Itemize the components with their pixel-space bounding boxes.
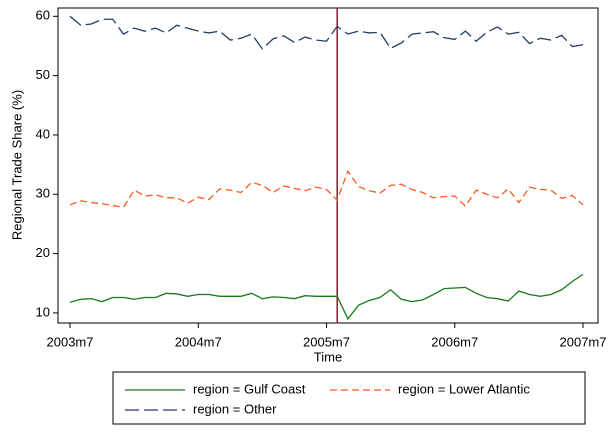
x-axis-title: Time (314, 349, 342, 364)
x-tick-label: 2007m7 (560, 334, 607, 349)
y-tick-label: 30 (36, 186, 50, 201)
y-tick-label: 20 (36, 245, 50, 260)
y-tick-label: 50 (36, 67, 50, 82)
y-tick-label: 10 (36, 304, 50, 319)
y-tick-label: 60 (36, 8, 50, 23)
legend-label: region = Gulf Coast (193, 381, 306, 396)
legend-label: region = Other (193, 401, 277, 416)
x-tick-label: 2006m7 (431, 334, 478, 349)
series-line (69, 273, 584, 321)
plot-frame (57, 7, 599, 324)
y-axis-title: Regional Trade Share (%) (9, 90, 24, 240)
x-tick-label: 2004m7 (175, 334, 222, 349)
series-line (69, 169, 584, 209)
x-tick-label: 2005m7 (303, 334, 350, 349)
y-tick-label: 40 (36, 126, 50, 141)
legend-box (112, 371, 586, 425)
x-tick-label: 2003m7 (47, 334, 94, 349)
series-line (69, 15, 584, 50)
legend-label: region = Lower Atlantic (398, 381, 530, 396)
